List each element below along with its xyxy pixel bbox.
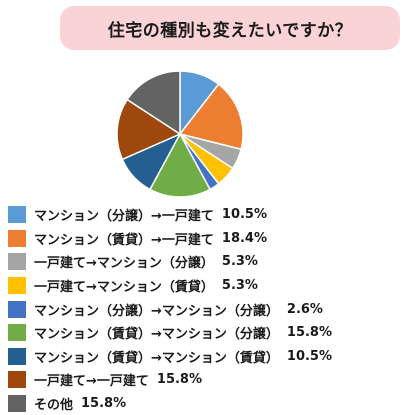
legend-item-5: マンション（分譲）→マンション（分譲） 2.6% <box>8 297 413 321</box>
legend-value: 15.8% <box>156 372 203 388</box>
legend-value: 15.8% <box>286 325 333 341</box>
legend-label: マンション（賃貸）→マンション（分譲） <box>34 327 279 343</box>
legend-value: 10.5% <box>286 348 333 364</box>
legend-label: 一戸建て→マンション（分譲） <box>34 256 214 272</box>
legend-swatch <box>8 253 26 271</box>
legend-label: マンション（賃貸）→一戸建て <box>34 232 214 248</box>
legend-swatch <box>8 229 26 247</box>
legend-label: その他 <box>34 398 74 414</box>
legend-item-2: マンション（賃貸）→一戸建て 18.4% <box>8 227 413 251</box>
pie-slice-9 <box>126 70 181 136</box>
legend-swatch <box>8 300 26 318</box>
pie-chart <box>116 70 244 198</box>
legend-value: 18.4% <box>221 230 268 246</box>
legend-swatch <box>8 347 26 365</box>
pie-slice-8 <box>116 98 182 161</box>
legend-item-1: マンション（分譲）→一戸建て 10.5% <box>8 203 413 227</box>
legend-label: マンション（分譲）→マンション（分譲） <box>34 303 279 319</box>
pie-slice-2 <box>178 83 244 151</box>
legend-label: マンション（分譲）→一戸建て <box>34 209 214 225</box>
title-box: 住宅の種別も変えたいですか？ <box>60 6 400 50</box>
legend-label: 一戸建て→一戸建て <box>34 374 149 390</box>
legend-item-4: 一戸建て→マンション（賃貸） 5.3% <box>8 274 413 298</box>
chart-title: 住宅の種別も変えたいですか？ <box>107 20 353 41</box>
legend: マンション（分譲）→一戸建て 10.5% マンション（賃貸）→一戸建て 18.4% 一戸… <box>8 203 413 415</box>
legend-item-8: 一戸建て→一戸建て 15.8% <box>8 368 413 392</box>
legend-label: 一戸建て→マンション（賃貸） <box>34 280 214 296</box>
legend-value: 10.5% <box>221 207 268 223</box>
legend-item-7: マンション（賃貸）→マンション（賃貸） 10.5% <box>8 345 413 369</box>
legend-value: 5.3% <box>221 254 258 270</box>
legend-item-3: 一戸建て→マンション（分譲） 5.3% <box>8 250 413 274</box>
legend-swatch <box>8 324 26 342</box>
legend-swatch <box>8 206 26 224</box>
legend-value: 5.3% <box>221 278 258 294</box>
legend-swatch <box>8 371 26 389</box>
legend-value: 2.6% <box>286 301 323 317</box>
legend-item-6: マンション（賃貸）→マンション（分譲） 15.8% <box>8 321 413 345</box>
pie-slice-6 <box>148 132 212 198</box>
legend-value: 15.8% <box>81 396 127 412</box>
legend-swatch <box>8 395 26 413</box>
legend-label: マンション（賃貸）→マンション（賃貸） <box>34 350 279 366</box>
legend-swatch <box>8 277 26 295</box>
legend-item-9: その他 15.8% <box>8 392 413 415</box>
